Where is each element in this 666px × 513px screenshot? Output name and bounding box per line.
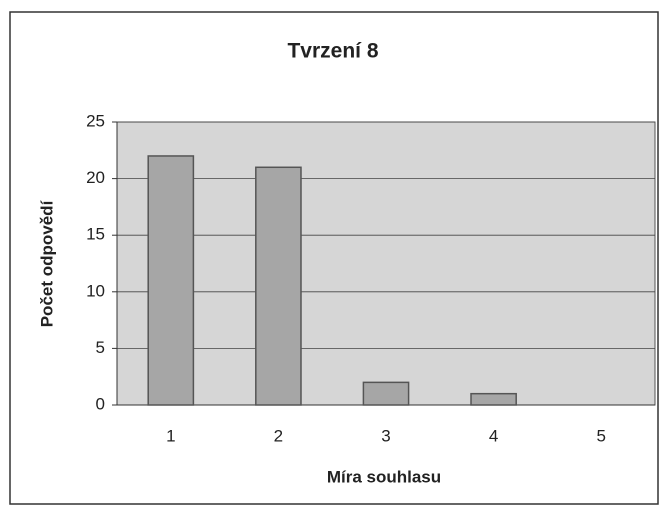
chart-title: Tvrzení 8 (287, 40, 378, 63)
y-tick-label: 5 (96, 338, 105, 357)
x-tick-label: 3 (381, 426, 390, 445)
y-axis-title: Počet odpovědí (37, 199, 56, 327)
bar (362, 381, 410, 406)
x-axis-title: Míra souhlasu (327, 467, 441, 486)
bar (470, 392, 517, 406)
bar (147, 155, 195, 406)
plot-area (116, 121, 656, 406)
x-tick-label: 1 (166, 426, 175, 445)
y-tick-label: 0 (96, 394, 105, 413)
x-tick-label: 4 (489, 426, 498, 445)
x-tick-label: 5 (596, 426, 605, 445)
y-tick-label: 20 (86, 168, 105, 187)
y-tick-label: 10 (86, 281, 105, 300)
x-tick-label: 2 (274, 426, 283, 445)
y-tick-label: 25 (86, 111, 105, 130)
bar (255, 166, 302, 406)
y-tick-label: 15 (86, 225, 105, 244)
